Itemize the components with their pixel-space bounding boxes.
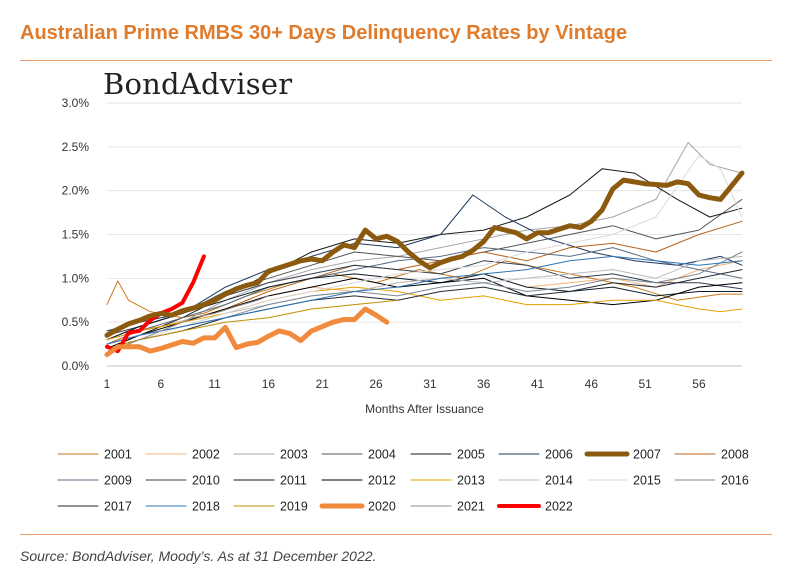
y-tick-label: 1.5% [62, 228, 90, 242]
x-tick-label: 6 [157, 377, 164, 391]
series-line-2007 [104, 170, 745, 338]
y-tick-label: 3.0% [62, 96, 90, 110]
legend-label: 2020 [368, 500, 396, 514]
legend-label: 2022 [545, 500, 573, 514]
x-axis-title: Months After Issuance [365, 402, 484, 416]
series-line-2021 [106, 295, 269, 354]
series-lines [104, 142, 745, 358]
legend-label: 2006 [545, 448, 573, 462]
series-line-2020 [104, 306, 390, 358]
legend-label: 2001 [104, 448, 132, 462]
series-line-2017 [106, 269, 743, 349]
series-line-2006 [106, 194, 743, 332]
line-chart: 0.0%0.5%1.0%1.5%2.0%2.5%3.0% 1 6 11 16 21 26 3… [57, 96, 749, 514]
x-tick-label: 36 [477, 377, 491, 391]
x-tick-label: 51 [638, 377, 652, 391]
series-line-2019 [106, 299, 399, 349]
y-tick-label: 1.0% [62, 271, 90, 285]
x-tick-label: 16 [262, 377, 276, 391]
x-tick-label: 31 [423, 377, 437, 391]
legend-label: 2007 [633, 448, 661, 462]
legend-label: 2016 [721, 474, 749, 488]
legend-label: 2019 [280, 500, 308, 514]
legend-label: 2005 [457, 448, 485, 462]
legend-label: 2018 [192, 500, 220, 514]
top-divider [20, 60, 772, 61]
series-line-2018 [106, 255, 743, 345]
legend-label: 2012 [368, 474, 396, 488]
x-tick-label: 56 [692, 377, 706, 391]
x-tick-label: 11 [208, 377, 221, 391]
legend-label: 2014 [545, 474, 573, 488]
legend-label: 2011 [280, 474, 307, 488]
y-tick-label: 0.5% [62, 315, 90, 329]
series-line-2003 [106, 142, 743, 345]
bondadviser-logo: BondAdviser [103, 67, 293, 101]
x-axis-ticks: 1 6 11 16 21 26 31 36 41 46 51 56 [104, 377, 706, 391]
legend-label: 2015 [633, 474, 661, 488]
legend-label: 2009 [104, 474, 132, 488]
x-tick-label: 1 [104, 377, 111, 391]
y-tick-label: 0.0% [62, 359, 90, 373]
legend-label: 2013 [457, 474, 485, 488]
legend-label: 2021 [457, 500, 485, 514]
y-tick-label: 2.5% [62, 140, 90, 154]
x-tick-label: 21 [316, 377, 330, 391]
series-line-2010 [106, 260, 743, 336]
legend-label: 2004 [368, 448, 396, 462]
gridlines [107, 102, 742, 323]
series-line-2001 [106, 260, 743, 319]
legend-label: 2008 [721, 448, 749, 462]
legend-label: 2003 [280, 448, 308, 462]
series-line-2015 [106, 155, 743, 349]
legend-label: 2010 [192, 474, 220, 488]
source-note: Source: BondAdviser, Moody’s. As at 31 D… [20, 548, 377, 564]
legend: 2001 2002 2003 2004 2005 2006 2007 2008 2009 2010… [57, 448, 749, 514]
series-line-2013 [106, 286, 743, 341]
x-tick-label: 46 [585, 377, 599, 391]
chart-title: Australian Prime RMBS 30+ Days Delinquen… [20, 22, 628, 44]
bottom-divider [20, 534, 772, 535]
legend-label: 2017 [104, 500, 132, 514]
legend-label: 2002 [192, 448, 220, 462]
y-tick-label: 2.0% [62, 184, 90, 198]
y-axis-ticks: 0.0% 0.5% 1.0% 1.5% 2.0% 2.5% 3.0% [62, 96, 90, 373]
x-tick-label: 26 [369, 377, 383, 391]
x-tick-label: 41 [531, 377, 545, 391]
